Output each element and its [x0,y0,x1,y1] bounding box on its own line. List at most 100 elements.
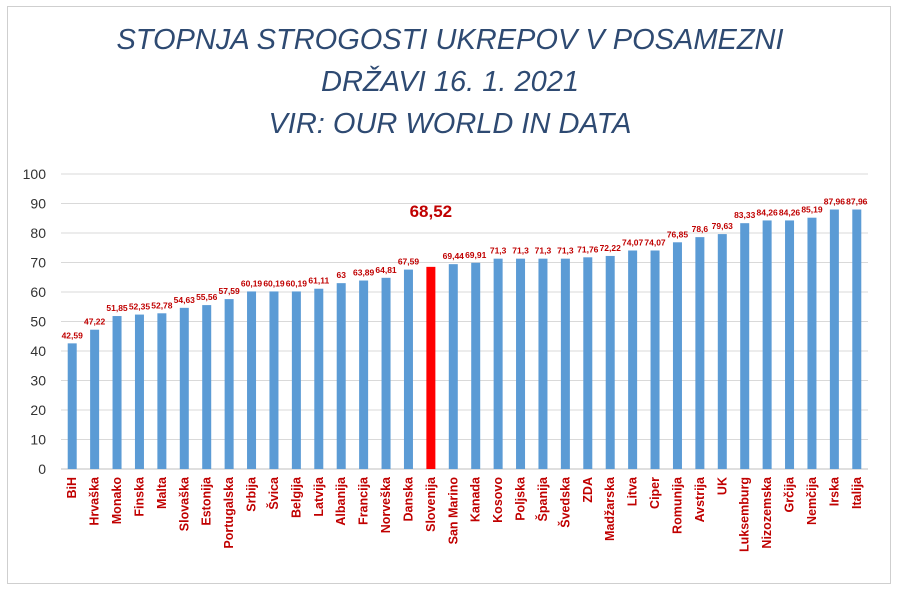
data-label: 85,19 [801,205,823,215]
x-tick-label: Albanija [334,476,348,526]
x-axis: BiH Hrvaška Monako Finska Malta Slovaška Eston… [65,476,864,552]
x-tick-label: Italija [850,476,864,509]
data-label: 74,07 [622,237,644,247]
data-label: 63 [336,270,346,280]
data-label: 60,19 [286,278,308,288]
bar [605,255,615,469]
bar [403,269,413,469]
x-tick-label: Kanada [469,476,483,522]
data-label: 71,3 [490,246,507,256]
bar [807,217,817,469]
x-tick-label: Portugalska [222,476,236,549]
bar [359,280,369,469]
data-label: 84,26 [756,207,778,217]
bar [381,277,391,469]
bar [90,329,100,469]
data-label: 63,89 [353,268,375,278]
x-tick-label: Francija [357,476,371,525]
x-tick-label: Slovenija [424,476,438,532]
y-tick-label: 60 [30,284,46,300]
y-tick-label: 80 [30,225,46,241]
y-axis: 0 10 20 30 40 50 60 70 80 90 100 [23,166,47,477]
data-label: 42,59 [62,330,84,340]
bar [650,250,660,469]
data-label: 83,33 [734,210,756,220]
bar [157,313,167,469]
x-tick-label: Nemčija [805,476,819,525]
y-tick-label: 30 [30,373,46,389]
bar [493,258,503,469]
chart-title-line-1: STOPNJA STROGOSTI UKREPOV V POSAMEZNI [116,24,784,56]
data-label: 78,6 [692,224,709,234]
x-tick-label: Madžarska [603,476,617,541]
data-label: 71,76 [577,244,599,254]
bar [224,299,234,469]
data-label: 60,19 [241,278,263,288]
x-tick-label: Irska [827,476,841,506]
y-tick-label: 40 [30,343,46,359]
bar [202,305,212,469]
x-tick-label: Španija [535,476,550,522]
data-label: 60,19 [263,278,285,288]
y-tick-label: 90 [30,196,46,212]
x-tick-label: Avstrija [693,476,707,522]
x-tick-label: UK [715,477,729,495]
bar [134,314,144,469]
data-label: 79,63 [712,221,734,231]
bar [336,283,346,469]
x-tick-label: Litva [626,476,640,506]
chart-title-line-2: DRŽAVI 16. 1. 2021 [321,66,579,98]
data-label: 71,3 [535,246,552,256]
data-label: 61,11 [308,276,329,286]
bars [67,209,862,469]
bar [538,258,548,469]
x-tick-label: Hrvaška [88,476,102,526]
bar [695,237,705,469]
data-label: 69,91 [465,250,487,260]
x-tick-label: Kosovo [491,477,505,523]
bar [583,257,593,469]
bar-highlight [426,266,436,469]
bar [291,291,301,469]
data-label: 71,3 [512,246,529,256]
bar [829,209,839,469]
y-tick-label: 50 [30,314,46,330]
bar [762,220,772,469]
bar [516,258,526,469]
x-tick-label: Švica [266,476,281,510]
x-tick-label: Estonija [200,476,214,526]
data-label: 51,85 [106,303,128,313]
x-tick-label: Finska [132,476,146,517]
data-label: 74,07 [644,237,666,247]
x-tick-label: Romunija [670,476,684,534]
bar [717,234,727,469]
bar [67,343,77,469]
gridlines [61,173,868,470]
x-tick-label: Belgija [289,476,303,518]
x-tick-label: Danska [401,476,415,522]
x-tick-label: BiH [65,477,79,499]
x-tick-label: Latvija [312,476,326,517]
data-label: 67,59 [398,257,420,267]
bar [560,258,570,469]
data-label: 47,22 [84,317,106,327]
data-label: 76,85 [667,229,689,239]
bar [471,262,481,469]
bar [269,291,279,469]
bar [448,264,458,469]
data-label: 87,96 [846,197,868,207]
data-label: 64,81 [375,265,397,275]
data-label: 72,22 [600,243,622,253]
data-label: 52,78 [151,300,173,310]
bar [179,307,189,469]
bar [852,209,862,469]
x-tick-label: Luksemburg [738,477,752,552]
x-tick-label: Slovaška [177,476,191,531]
y-tick-label: 10 [30,432,46,448]
x-tick-label: Švedska [557,476,572,528]
data-label: 71,3 [557,246,574,256]
bar [628,250,638,469]
bar [740,223,750,469]
x-tick-label: Poljska [514,476,528,521]
chart-title-line-3: VIR: OUR WORLD IN DATA [268,108,632,140]
